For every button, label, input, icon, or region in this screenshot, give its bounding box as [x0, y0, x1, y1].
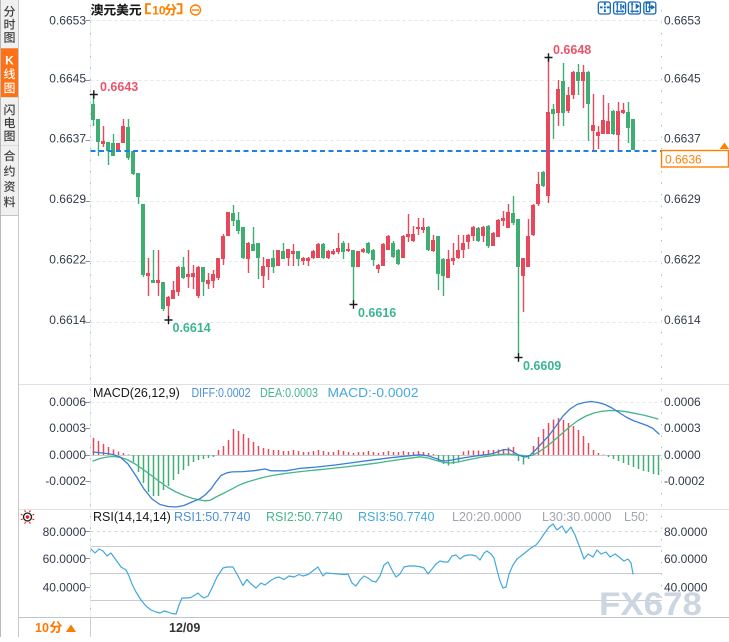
svg-text:RSI2:50.7740: RSI2:50.7740: [266, 510, 342, 524]
svg-text:0.6614: 0.6614: [49, 313, 86, 327]
svg-text:0.0006: 0.0006: [664, 395, 701, 409]
svg-text:80.0000: 80.0000: [43, 525, 87, 539]
svg-text:0.6648: 0.6648: [553, 43, 591, 57]
svg-text:0.0003: 0.0003: [49, 421, 86, 435]
svg-text:K: K: [5, 53, 14, 67]
svg-text:0.6614: 0.6614: [173, 321, 211, 335]
svg-text:0.6645: 0.6645: [664, 71, 701, 85]
svg-text:12/09: 12/09: [169, 621, 200, 635]
svg-text:RSI3:50.7740: RSI3:50.7740: [358, 510, 434, 524]
svg-text:0.0000: 0.0000: [49, 448, 86, 462]
svg-text:RSI1:50.7740: RSI1:50.7740: [174, 510, 250, 524]
svg-text:10: 10: [152, 4, 166, 18]
svg-text:0.6614: 0.6614: [664, 313, 701, 327]
svg-text:0.6609: 0.6609: [523, 359, 561, 373]
svg-text:0.6616: 0.6616: [358, 306, 396, 320]
svg-text:-0.0002: -0.0002: [45, 474, 86, 488]
svg-text:0.6645: 0.6645: [49, 71, 86, 85]
svg-text:L20:20.0000: L20:20.0000: [452, 510, 522, 524]
svg-text:0.6622: 0.6622: [664, 253, 701, 267]
svg-text:L30:30.0000: L30:30.0000: [542, 510, 612, 524]
svg-text:L50:: L50:: [624, 510, 648, 524]
svg-text:-0.0002: -0.0002: [664, 474, 705, 488]
svg-text:0.6643: 0.6643: [100, 80, 138, 94]
svg-text:40.0000: 40.0000: [664, 580, 708, 594]
svg-text:0.0003: 0.0003: [664, 421, 701, 435]
svg-text:DEA:0.0003: DEA:0.0003: [260, 386, 318, 400]
svg-text:MACD:-0.0002: MACD:-0.0002: [328, 386, 419, 400]
svg-text:10: 10: [35, 621, 49, 635]
svg-text:RSI(14,14,14): RSI(14,14,14): [93, 510, 171, 524]
svg-text:0.0000: 0.0000: [664, 448, 701, 462]
svg-text:0.6653: 0.6653: [49, 14, 86, 28]
svg-text:40.0000: 40.0000: [43, 580, 87, 594]
svg-text:0.6637: 0.6637: [49, 132, 86, 146]
svg-text:0.6629: 0.6629: [664, 192, 701, 206]
svg-text:60.0000: 60.0000: [43, 552, 87, 566]
svg-text:60.0000: 60.0000: [664, 552, 708, 566]
svg-text:0.6653: 0.6653: [664, 14, 701, 28]
svg-text:0.6629: 0.6629: [49, 192, 86, 206]
svg-text:0.6636: 0.6636: [665, 153, 702, 167]
svg-text:DIFF:0.0002: DIFF:0.0002: [192, 386, 251, 400]
svg-text:MACD(26,12,9): MACD(26,12,9): [93, 386, 180, 400]
svg-text:0.6622: 0.6622: [49, 253, 86, 267]
svg-text:80.0000: 80.0000: [664, 525, 708, 539]
svg-text:0.6637: 0.6637: [664, 132, 701, 146]
svg-text:FX678: FX678: [599, 586, 702, 622]
svg-text:0.0006: 0.0006: [49, 395, 86, 409]
